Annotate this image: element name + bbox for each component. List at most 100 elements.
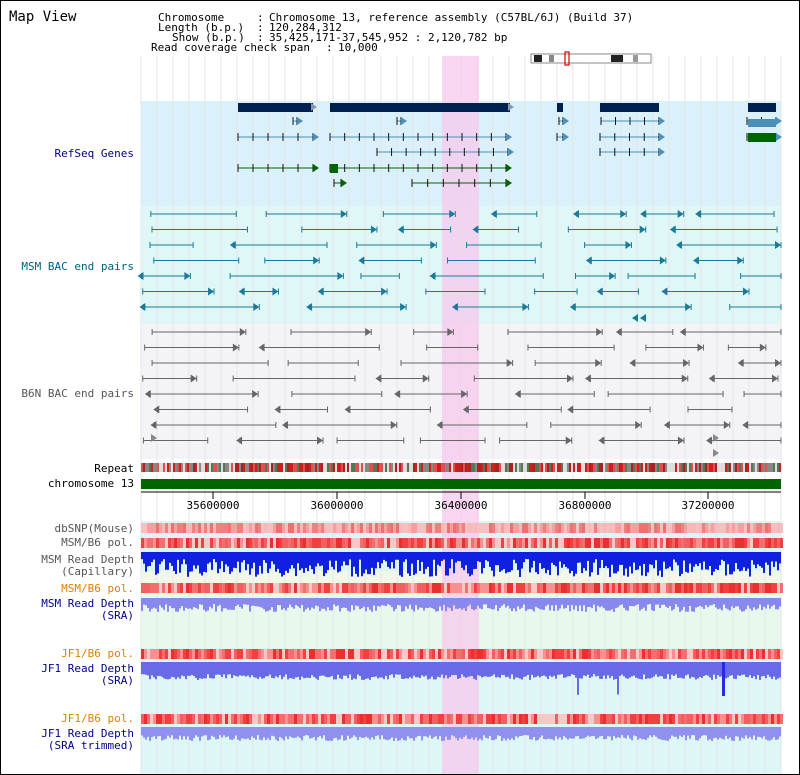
jf1-b6-pol-cell <box>510 714 513 724</box>
dbsnp-cell <box>270 523 273 533</box>
jf1-trim-depth-bar <box>753 727 755 736</box>
track-label-refseq[interactable]: RefSeq Genes <box>54 147 134 160</box>
msm-b6-pol-cell <box>324 583 327 593</box>
msm-capillary-depth-bar <box>511 552 513 571</box>
msm-capillary-depth-bar <box>351 552 353 577</box>
track-label-msm-bac[interactable]: MSM BAC end pairs <box>21 260 134 273</box>
msm-sra-depth-bar <box>735 598 737 607</box>
jf1-trim-depth-bar <box>463 727 465 738</box>
dbsnp-cell <box>624 523 627 533</box>
jf1-b6-pol-cell <box>522 649 525 659</box>
track-label-msm-b6-pol-2[interactable]: MSM/B6 pol. <box>61 582 134 595</box>
jf1-sra-depth-bar <box>669 662 671 680</box>
dbsnp-cell <box>450 523 453 533</box>
msm-b6-pol-cell <box>216 538 219 548</box>
jf1-sra-depth-bar <box>195 662 197 679</box>
dbsnp-cell <box>462 523 465 533</box>
jf1-sra-depth-bar <box>191 662 193 675</box>
track-label-dbsnp[interactable]: dbSNP(Mouse) <box>54 522 134 535</box>
jf1-trim-depth-bar <box>483 727 485 736</box>
jf1-b6-pol-cell <box>330 649 333 659</box>
repeat-element <box>457 463 459 472</box>
jf1-sra-depth-bar <box>311 662 313 676</box>
jf1-trim-depth-bar <box>589 727 591 737</box>
track-label-jf1-depth-trim-1[interactable]: JF1 Read Depth <box>41 727 134 740</box>
repeat-element <box>691 463 693 472</box>
track-label-jf1-depth-trim-2[interactable]: (SRA trimmed) <box>47 739 134 752</box>
dbsnp-cell <box>261 523 264 533</box>
dbsnp-cell <box>273 523 276 533</box>
track-label-msm-depth-sra-2[interactable]: (SRA) <box>100 609 134 622</box>
track-label-chromosome[interactable]: chromosome 13 <box>47 477 134 490</box>
repeat-element <box>191 463 193 472</box>
jf1-b6-pol-cell <box>597 649 600 659</box>
msm-capillary-depth-bar <box>205 552 207 573</box>
jf1-b6-pol-cell <box>771 714 774 724</box>
msm-b6-pol-cell <box>300 583 303 593</box>
jf1-b6-pol-cell <box>549 649 552 659</box>
msm-capillary-depth-bar <box>553 552 555 565</box>
jf1-sra-depth-bar <box>359 662 361 677</box>
b6n-bac-arrow <box>317 436 324 445</box>
jf1-b6-pol-cell <box>219 714 222 724</box>
track-label-msm-depth-cap-1[interactable]: MSM Read Depth <box>41 553 134 566</box>
jf1-trim-depth-bar <box>647 727 649 739</box>
repeat-element <box>531 463 533 472</box>
jf1-sra-depth-bar <box>747 662 749 678</box>
track-label-jf1-depth-sra-1[interactable]: JF1 Read Depth <box>41 662 134 675</box>
track-label-repeat[interactable]: Repeat <box>94 462 134 475</box>
msm-sra-depth-bar <box>709 598 711 606</box>
msm-capillary-depth-bar <box>359 552 361 560</box>
jf1-b6-pol-cell <box>369 649 372 659</box>
jf1-b6-pol-cell <box>768 649 771 659</box>
repeat-element <box>413 463 415 472</box>
jf1-b6-pol-cell <box>456 714 459 724</box>
track-label-jf1-depth-sra-2[interactable]: (SRA) <box>100 674 134 687</box>
jf1-b6-pol-cell <box>408 649 411 659</box>
msm-capillary-depth-bar <box>157 552 159 574</box>
msm-b6-pol-cell <box>342 538 345 548</box>
track-label-msm-depth-sra-1[interactable]: MSM Read Depth <box>41 597 134 610</box>
dbsnp-cell <box>357 523 360 533</box>
msm-capillary-depth-bar <box>327 552 329 571</box>
msm-capillary-depth-bar <box>691 552 693 572</box>
msm-sra-depth-bar <box>677 598 679 607</box>
jf1-b6-pol-cell <box>741 714 744 724</box>
dbsnp-cell <box>183 523 186 533</box>
jf1-b6-pol-cell <box>642 714 645 724</box>
jf1-sra-depth-bar <box>245 662 247 677</box>
msm-b6-pol-cell <box>348 583 351 593</box>
track-label-jf1-b6-pol-2[interactable]: JF1/B6 pol. <box>61 712 134 725</box>
b6n-bac-arrow <box>708 374 715 383</box>
msm-capillary-depth-bar <box>613 552 615 574</box>
repeat-element <box>251 463 253 472</box>
msm-b6-pol-cell <box>162 538 165 548</box>
jf1-b6-pol-cell <box>183 649 186 659</box>
msm-bac-arrow <box>695 210 702 218</box>
msm-capillary-depth-bar <box>743 552 745 568</box>
track-label-msm-depth-cap-2[interactable]: (Capillary) <box>61 565 134 578</box>
msm-sra-depth-bar <box>299 598 301 609</box>
msm-b6-pol-cell <box>609 538 612 548</box>
jf1-sra-depth-bar <box>249 662 251 678</box>
repeat-element <box>305 463 307 472</box>
jf1-sra-depth-bar <box>281 662 283 680</box>
track-label-b6n-bac[interactable]: B6N BAC end pairs <box>21 387 134 400</box>
track-label-msm-b6-pol-1[interactable]: MSM/B6 pol. <box>61 536 134 549</box>
msm-sra-depth-bar <box>315 598 317 606</box>
msm-capillary-depth-bar <box>163 552 165 560</box>
msm-capillary-depth-bar <box>187 552 189 577</box>
jf1-trim-depth-bar <box>253 727 255 738</box>
msm-sra-depth-bar <box>595 598 597 612</box>
msm-bac-arrow <box>640 314 646 322</box>
msm-capillary-depth-bar <box>241 552 243 563</box>
jf1-trim-depth-bar <box>719 727 721 738</box>
track-label-jf1-b6-pol-1[interactable]: JF1/B6 pol. <box>61 647 134 660</box>
jf1-sra-depth-bar <box>305 662 307 678</box>
jf1-b6-pol-cell <box>156 649 159 659</box>
jf1-trim-depth-bar <box>523 727 525 736</box>
jf1-sra-depth-bar <box>411 662 413 679</box>
msm-sra-depth-bar <box>257 598 259 607</box>
msm-capillary-depth-bar <box>411 552 413 564</box>
